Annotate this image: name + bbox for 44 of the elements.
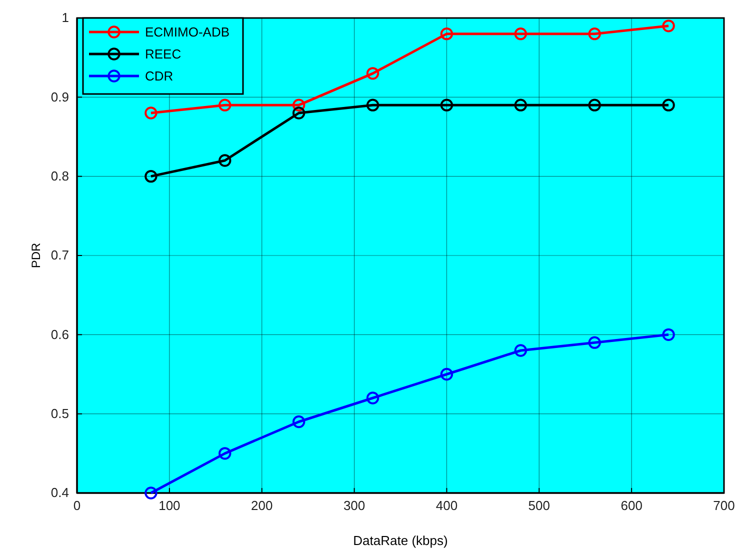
y-tick-label: 0.8 <box>50 168 69 184</box>
y-tick-label: 0.9 <box>50 89 69 104</box>
x-tick-label: 700 <box>713 498 735 514</box>
point <box>366 98 380 112</box>
point <box>514 98 528 112</box>
y-tick-label: 0.5 <box>50 406 69 421</box>
point <box>662 98 675 112</box>
point <box>514 27 528 40</box>
x-tick-label: 400 <box>436 498 458 514</box>
x-axis-title: DataRate (kbps) <box>353 533 448 548</box>
legend-label: ECMIMO-ADB <box>145 24 230 40</box>
x-tick-label: 500 <box>528 498 550 514</box>
legend-label: REEC <box>145 46 182 62</box>
point <box>440 368 454 381</box>
point <box>514 344 528 357</box>
point <box>292 98 306 112</box>
x-tick-label: 200 <box>251 498 273 514</box>
point <box>144 486 158 500</box>
point <box>218 98 232 112</box>
point <box>292 106 306 120</box>
point <box>588 27 601 40</box>
point <box>588 98 601 112</box>
point <box>662 20 675 32</box>
point <box>440 98 454 112</box>
point <box>144 170 158 183</box>
x-tick-label: 0 <box>73 498 81 514</box>
point <box>218 447 232 460</box>
y-tick-label: 0.6 <box>50 326 69 342</box>
legend-label: CDR <box>145 68 174 84</box>
y-tick-label: 0.4 <box>50 485 69 500</box>
point <box>366 67 380 80</box>
y-tick-label: 0.7 <box>50 248 69 263</box>
point <box>440 27 454 40</box>
point <box>588 336 601 349</box>
x-tick-label: 100 <box>158 498 180 514</box>
y-tick-label: 1 <box>62 10 69 26</box>
point <box>366 392 380 404</box>
point <box>292 415 306 428</box>
point <box>662 328 675 342</box>
point <box>218 154 232 167</box>
x-tick-label: 300 <box>343 498 366 514</box>
y-axis-title: PDR <box>29 242 43 268</box>
point <box>144 106 158 120</box>
x-tick-label: 600 <box>620 498 642 514</box>
